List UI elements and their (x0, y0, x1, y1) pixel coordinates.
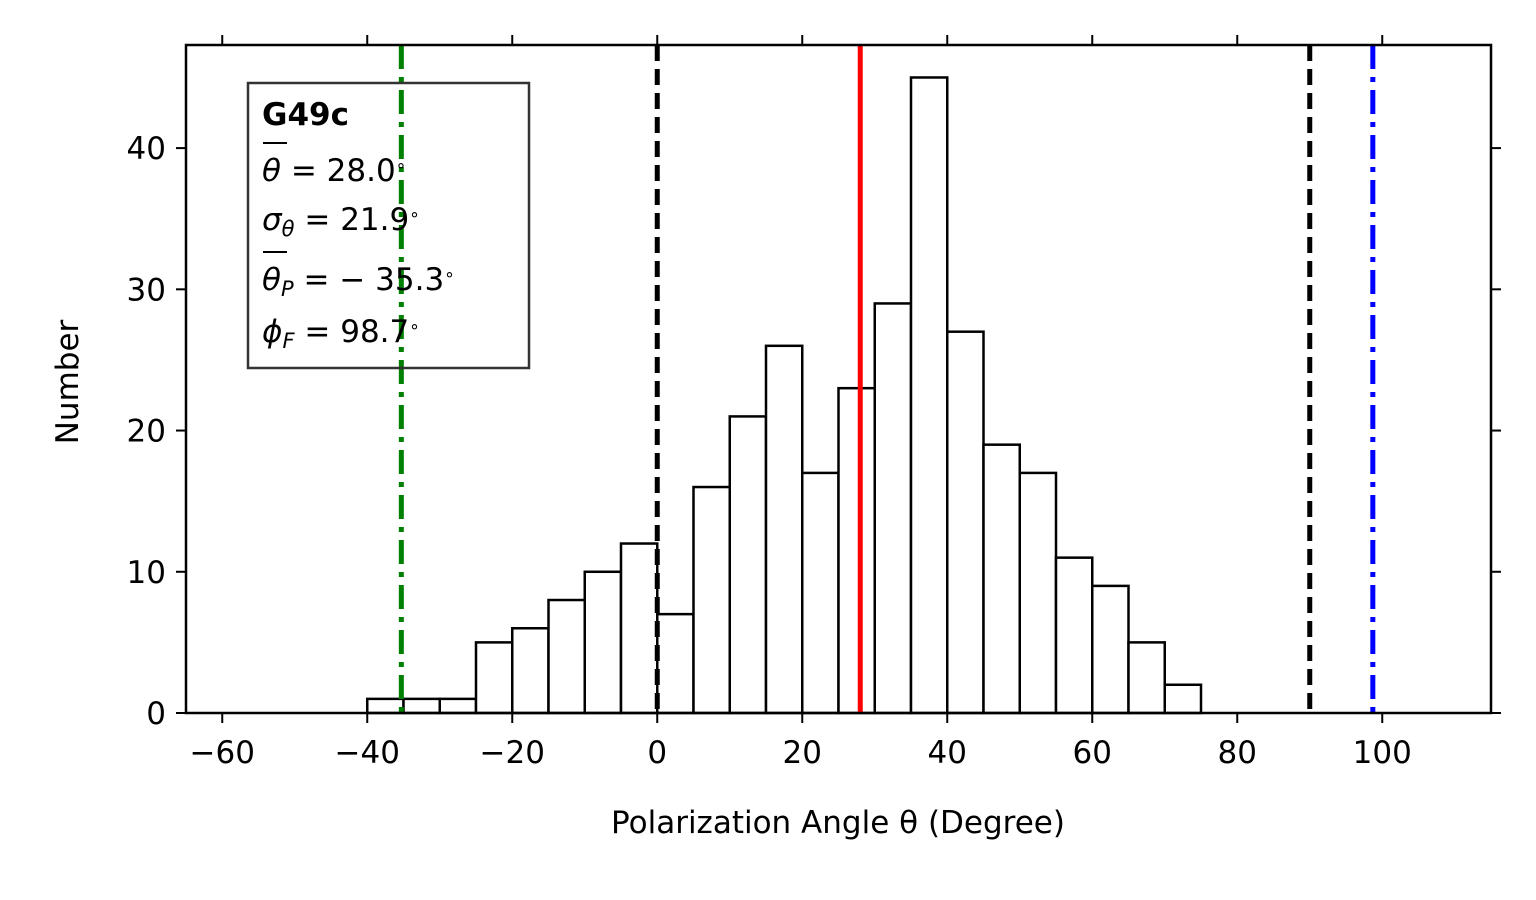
x-tick-label: 0 (647, 735, 667, 771)
histogram-bar (366, 697, 405, 715)
stats-box-title: G49c (262, 97, 349, 133)
plot-frame (184, 43, 1493, 715)
histogram-bar (583, 570, 623, 715)
histogram-bar (801, 471, 840, 715)
histogram-bar (547, 598, 586, 715)
histogram-bar (728, 415, 768, 715)
histogram-bar (1018, 471, 1058, 715)
histogram-bar (402, 697, 441, 715)
histogram-bar (909, 76, 949, 715)
axes-layer: −60 −40 −20 0 20 40 60 80 100 0 10 20 30 40 (127, 35, 1501, 771)
histogram-bar (692, 485, 731, 715)
histogram-bar (511, 627, 550, 715)
y-tick-label: 10 (127, 555, 166, 591)
x-tick-label: 100 (1353, 735, 1412, 771)
histogram-bar (764, 344, 804, 715)
x-tick-label: −60 (190, 735, 255, 771)
histogram-bar (438, 697, 478, 715)
x-tick-label: −40 (335, 735, 400, 771)
x-tick-label: 60 (1073, 735, 1112, 771)
histogram-bar (946, 330, 985, 715)
histogram-bar (873, 302, 913, 715)
stats-sigma-theta: σθ = 21.9∘ (262, 202, 420, 241)
stats-legend-box: G49c θ = 28.0∘ σθ = 21.9∘ θP = − 35.3∘ ϕ… (246, 81, 531, 370)
x-tick-label: 80 (1218, 735, 1257, 771)
histogram-bar (1054, 556, 1094, 715)
bars-layer (366, 76, 1203, 715)
stats-theta-p: θP = − 35.3∘ (262, 262, 455, 301)
x-axis-label: Polarization Angle θ (Degree) (611, 805, 1065, 841)
histogram-bar (982, 443, 1021, 715)
stats-mean-theta: θ = 28.0∘ (262, 153, 406, 189)
y-tick-label: 20 (127, 414, 166, 450)
histogram-bar (1127, 641, 1166, 715)
y-tick-label: 30 (127, 272, 166, 308)
x-tick-label: −20 (480, 735, 545, 771)
histogram-bar (474, 641, 514, 715)
y-tick-label: 40 (127, 131, 166, 167)
x-tick-label: 20 (783, 735, 822, 771)
histogram-bar (1091, 584, 1130, 715)
reference-lines (398, 45, 1376, 713)
x-tick-label: 40 (928, 735, 967, 771)
histogram-bar (1163, 683, 1203, 715)
stats-phi-f: ϕF = 98.7∘ (262, 314, 420, 353)
histogram-bar (619, 542, 659, 715)
stats-box-frame (246, 81, 531, 370)
histogram-bar (837, 386, 876, 715)
histogram-bar (656, 612, 695, 715)
y-tick-label: 0 (146, 696, 166, 732)
y-axis-label: Number (50, 319, 86, 444)
